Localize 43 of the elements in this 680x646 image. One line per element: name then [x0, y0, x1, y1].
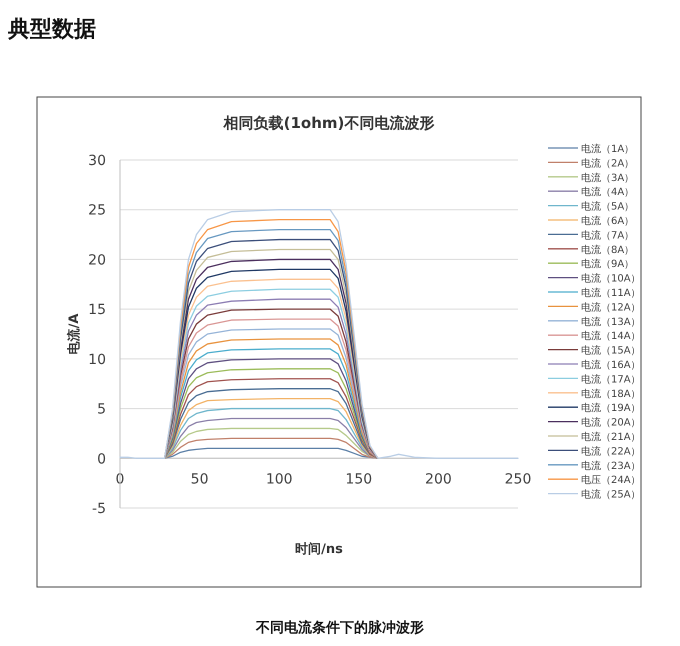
y-tick-label: 15 — [88, 302, 106, 318]
legend-label: 电压（24A） — [581, 474, 641, 486]
x-tick-label: 100 — [266, 471, 293, 488]
legend-label: 电流（23A） — [581, 460, 641, 472]
x-axis-title: 时间/ns — [295, 542, 344, 557]
legend-label: 电流（5A） — [581, 200, 634, 213]
y-tick-label: 0 — [97, 451, 106, 468]
y-tick-label: 5 — [97, 402, 106, 418]
legend-label: 电流（11A） — [581, 287, 641, 299]
legend-label: 电流（13A） — [581, 316, 641, 328]
legend-label: 电流（15A） — [581, 344, 641, 357]
legend-label: 电流（1A） — [581, 143, 634, 155]
legend-label: 电流（17A） — [581, 373, 641, 386]
legend-label: 电流（25A） — [581, 488, 641, 501]
x-tick-label: 250 — [504, 471, 532, 488]
y-tick-label: -5 — [92, 501, 106, 517]
legend-label: 电流（3A） — [581, 172, 634, 184]
y-tick-label: 25 — [88, 202, 106, 219]
y-tick-label: 30 — [88, 153, 106, 169]
legend-label: 电流（10A） — [581, 272, 641, 285]
legend-label: 电流（4A） — [581, 186, 634, 198]
legend-label: 电流（12A） — [581, 301, 641, 314]
legend-label: 电流（9A） — [581, 258, 634, 270]
legend-label: 电流（2A） — [581, 157, 634, 170]
legend-label: 电流（18A） — [581, 388, 641, 400]
legend-label: 电流（22A） — [581, 445, 641, 458]
y-tick-label: 20 — [88, 252, 106, 268]
legend-label: 电流（7A） — [581, 229, 634, 242]
legend-label: 电流（16A） — [581, 359, 641, 371]
y-axis-title: 电流/A — [66, 314, 82, 354]
legend-label: 电流（19A） — [581, 402, 641, 414]
legend-label: 电流（21A） — [581, 431, 641, 443]
legend-label: 电流（20A） — [581, 416, 641, 429]
x-tick-label: 200 — [425, 471, 452, 488]
x-tick-label: 50 — [190, 471, 209, 488]
text: 典型数据 — [7, 16, 96, 42]
chart-title: 相同负载(1ohm)不同电流波形 — [222, 114, 434, 132]
text: 不同电流条件下的脉冲波形 — [255, 619, 424, 636]
legend-label: 电流（14A） — [581, 330, 641, 342]
legend-label: 电流（8A） — [581, 244, 634, 256]
legend-label: 电流（6A） — [581, 215, 634, 227]
y-tick-label: 10 — [88, 352, 106, 368]
x-tick-label: 150 — [345, 471, 372, 488]
